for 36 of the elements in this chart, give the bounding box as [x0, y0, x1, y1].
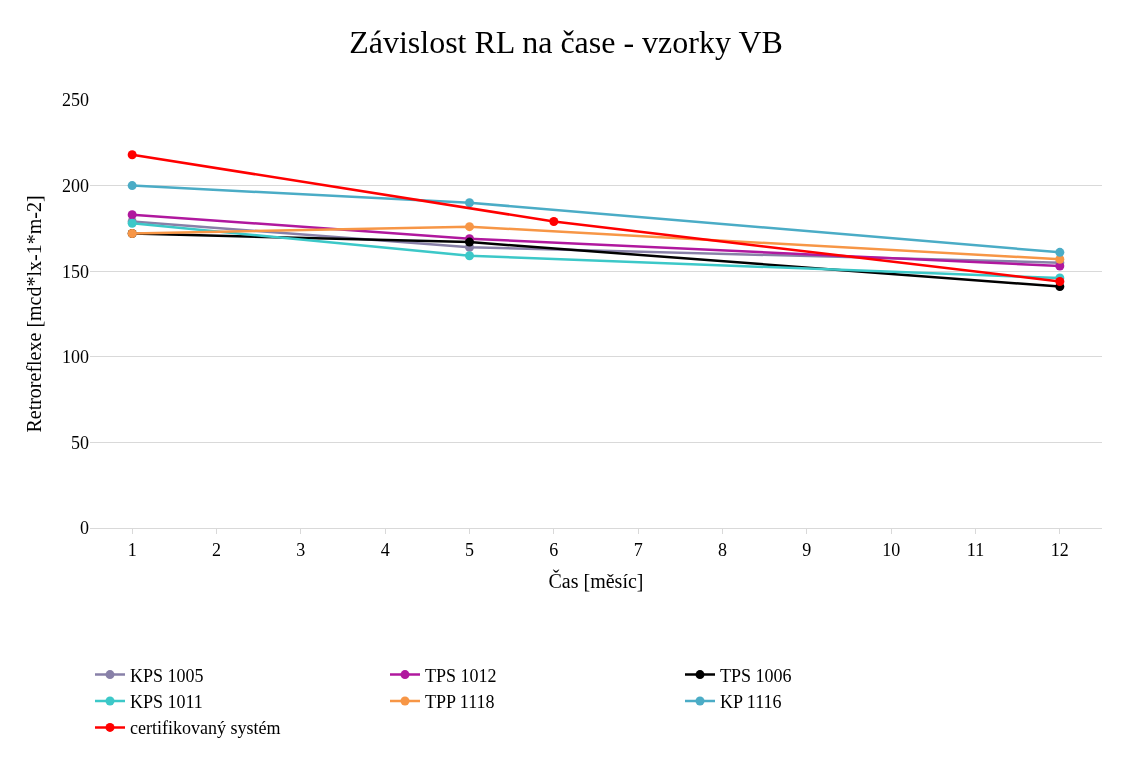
point — [1055, 247, 1065, 257]
x-tick-label: 12 — [1050, 539, 1069, 560]
x-axis-title: Čas [měsíc] — [548, 569, 644, 593]
x-tick-label: 5 — [465, 539, 474, 560]
x-tick-label: 10 — [882, 539, 901, 560]
y-tick-label: 250 — [62, 90, 89, 111]
point — [127, 150, 137, 160]
point — [465, 198, 474, 208]
legend-label: KPS 1011 — [130, 692, 203, 713]
y-tick-label: 200 — [62, 175, 89, 196]
point — [127, 210, 137, 220]
legend-label: KPS 1005 — [130, 665, 204, 686]
x-tick-label: 4 — [380, 539, 390, 560]
point — [549, 217, 559, 227]
x-tick-label: 6 — [549, 539, 559, 560]
y-tick-label: 50 — [71, 432, 89, 453]
x-tick-label: 11 — [966, 539, 985, 560]
x-tick-label: 2 — [212, 539, 221, 560]
y-axis-title: Retroreflexe [mcd*lx-1*m-2] — [22, 195, 45, 433]
y-tick-label: 150 — [62, 261, 89, 282]
y-tick-label: 0 — [80, 518, 89, 539]
x-tick-label: 7 — [633, 539, 643, 560]
point — [465, 222, 474, 232]
y-tick-label: 100 — [62, 347, 89, 368]
x-tick-label: 3 — [296, 539, 306, 560]
point — [127, 181, 137, 191]
legend-label: TPS 1006 — [720, 665, 792, 686]
x-tick-label: 9 — [802, 539, 812, 560]
legend-label: certifikovaný systém — [130, 718, 281, 739]
legend-label: TPS 1012 — [425, 665, 497, 686]
x-tick-label: 1 — [127, 539, 137, 560]
x-tick-label: 8 — [718, 539, 727, 560]
chart-title: Závislost RL na čase - vzorky VB — [349, 24, 783, 61]
legend-label: KP 1116 — [720, 692, 782, 713]
legend-label: TPP 1118 — [425, 692, 495, 713]
point — [465, 251, 474, 261]
